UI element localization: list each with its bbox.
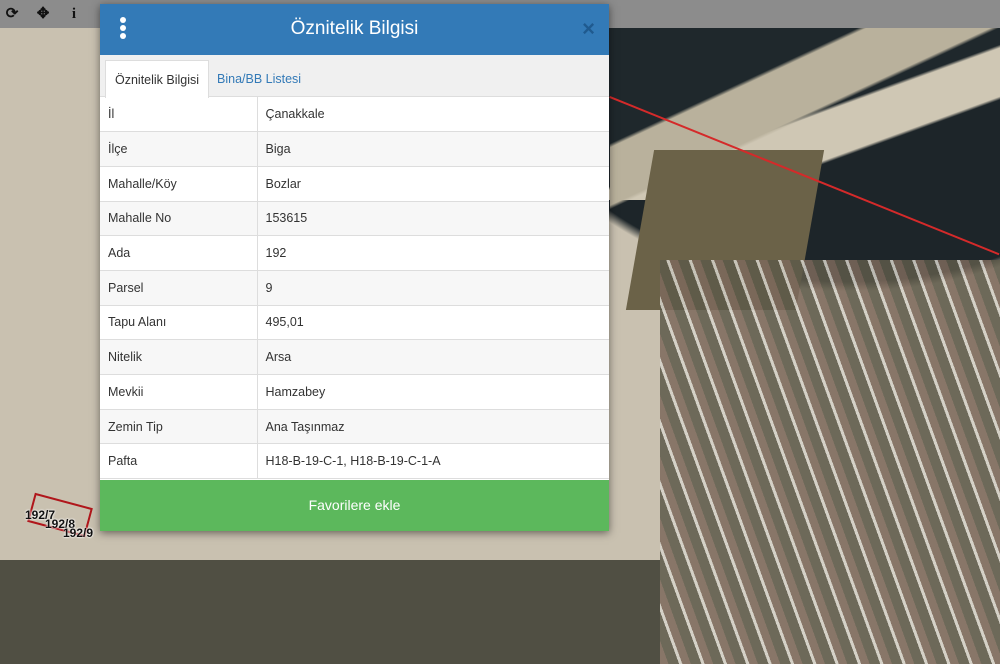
table-row: İl Çanakkale: [100, 97, 609, 133]
attribute-value: H18-B-19-C-1, H18-B-19-C-1-A: [257, 443, 609, 480]
attribute-table: İl Çanakkale İlçe Biga Mahalle/Köy Bozlar Maha…: [100, 97, 609, 480]
attribute-value: 153615: [257, 201, 609, 237]
table-row: Mahalle No 153615: [100, 201, 609, 237]
attribute-value: Çanakkale: [257, 97, 609, 133]
attribute-key: Pafta: [100, 443, 258, 480]
refresh-icon[interactable]: ⟳: [5, 5, 19, 22]
attribute-key: Parsel: [100, 270, 258, 306]
attribute-key: Tapu Alanı: [100, 305, 258, 341]
attribute-key: Ada: [100, 235, 258, 271]
attribute-key: Mahalle/Köy: [100, 166, 258, 202]
table-row: Nitelik Arsa: [100, 339, 609, 375]
table-row: Tapu Alanı 495,01: [100, 305, 609, 341]
table-row: Ada 192: [100, 235, 609, 271]
attribute-value: 192: [257, 235, 609, 271]
table-row: Mevkii Hamzabey: [100, 374, 609, 410]
attribute-dialog: Öznitelik Bilgisi × Öznitelik Bilgisi Bi…: [100, 4, 609, 531]
table-row: Pafta H18-B-19-C-1, H18-B-19-C-1-A: [100, 443, 609, 480]
table-row: Parsel 9: [100, 270, 609, 306]
table-row: İlçe Biga: [100, 131, 609, 167]
parcel-label: 192/9: [63, 526, 94, 540]
attribute-value: 495,01: [257, 305, 609, 341]
tab-attribute-info[interactable]: Öznitelik Bilgisi: [105, 60, 210, 98]
dialog-title: Öznitelik Bilgisi: [290, 18, 419, 39]
menu-icon[interactable]: [118, 17, 128, 41]
info-icon[interactable]: i: [71, 6, 77, 22]
attribute-key: İlçe: [100, 131, 258, 167]
crosshair-icon[interactable]: ✥: [36, 5, 50, 22]
table-row: Zemin Tip Ana Taşınmaz: [100, 409, 609, 445]
tab-building-list[interactable]: Bina/BB Listesi: [217, 72, 302, 86]
attribute-value: Hamzabey: [257, 374, 609, 410]
attribute-key: Nitelik: [100, 339, 258, 375]
attribute-value: Arsa: [257, 339, 609, 375]
attribute-value: Ana Taşınmaz: [257, 409, 609, 445]
parcel-label: 192/8: [45, 517, 76, 531]
field: [0, 560, 660, 664]
attribute-key: İl: [100, 97, 258, 133]
dialog-header: Öznitelik Bilgisi ×: [100, 4, 609, 55]
attribute-value: 9: [257, 270, 609, 306]
tab-bar: Öznitelik Bilgisi Bina/BB Listesi: [100, 55, 609, 98]
attribute-value: Bozlar: [257, 166, 609, 202]
attribute-key: Mevkii: [100, 374, 258, 410]
table-row: Mahalle/Köy Bozlar: [100, 166, 609, 202]
attribute-key: Mahalle No: [100, 201, 258, 237]
add-favorites-button[interactable]: Favorilere ekle: [100, 480, 609, 531]
village-area: [660, 260, 1000, 664]
close-icon[interactable]: ×: [582, 16, 595, 41]
parcel-label: 192/7: [25, 508, 56, 522]
attribute-key: Zemin Tip: [100, 409, 258, 445]
attribute-value: Biga: [257, 131, 609, 167]
